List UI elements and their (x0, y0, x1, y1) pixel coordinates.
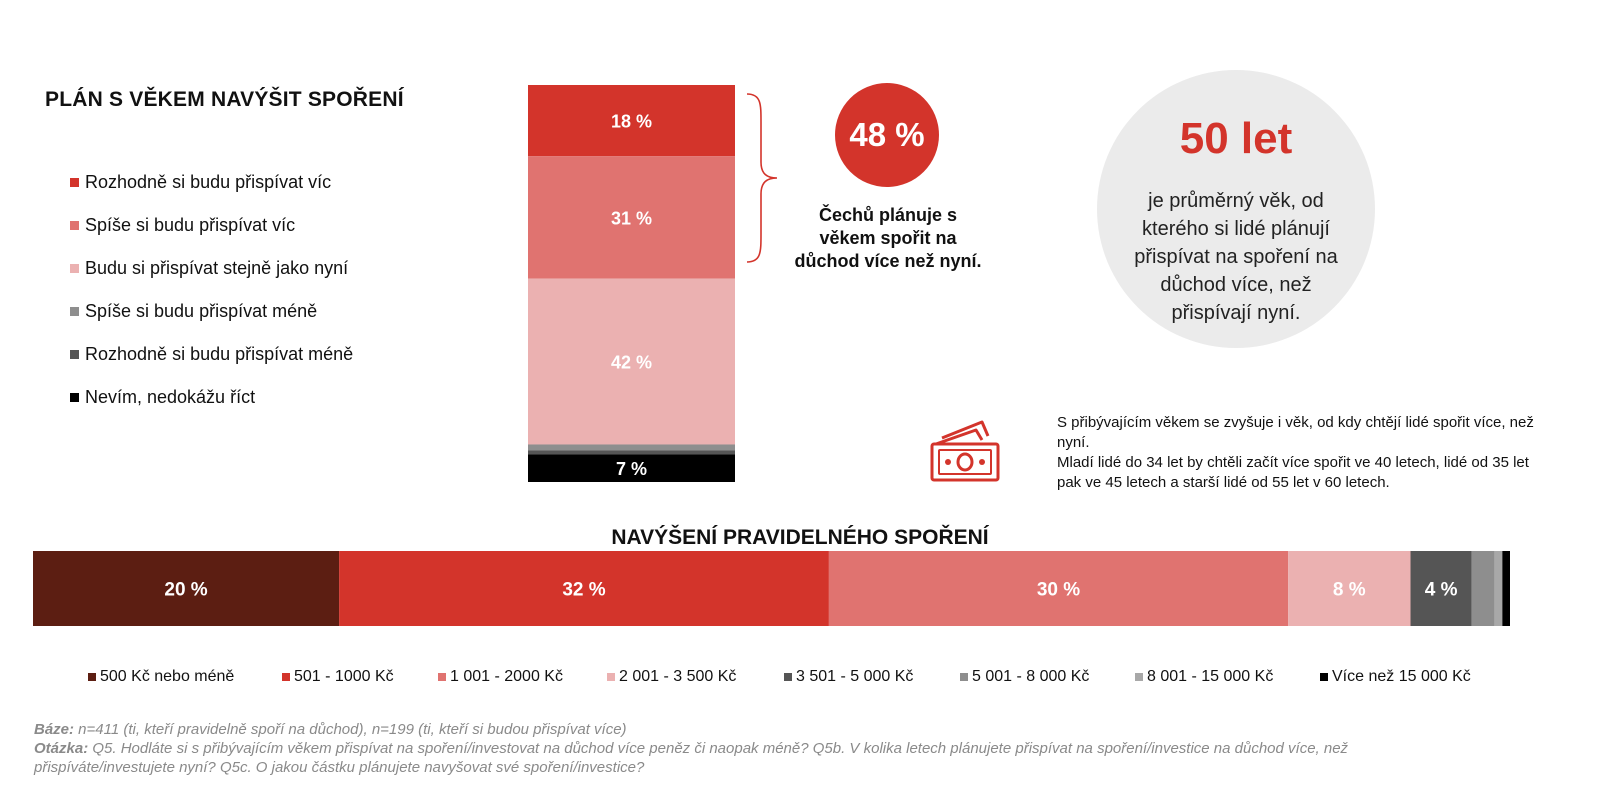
legend-swatch (438, 673, 446, 681)
hbar-legend-item: 3 501 - 5 000 Kč (784, 668, 913, 686)
legend-swatch (1320, 673, 1328, 681)
highlight-text: Čechů plánuje s věkem spořit na důchod v… (794, 205, 982, 271)
hbar-label: 20 % (164, 580, 207, 601)
hbar-segment (339, 551, 829, 626)
footer-base-label: Báze: (34, 721, 75, 738)
stack-bar-label: 18 % (611, 112, 652, 132)
legend-label: Nevím, nedokážu říct (85, 387, 256, 407)
footer-base-text: n=411 (ti, kteří pravidelně spoří na důc… (74, 721, 627, 738)
age-note-line1: S přibývajícím věkem se zvyšuje i věk, o… (1057, 414, 1534, 451)
stack-legend-item: Rozhodně si budu přispívat víc (70, 172, 331, 193)
hbar-label: 32 % (562, 580, 605, 601)
legend-label: 3 501 - 5 000 Kč (796, 668, 914, 685)
hbar-legend-item: 5 001 - 8 000 Kč (960, 668, 1089, 686)
legend-label: Budu si přispívat stejně jako nyní (85, 258, 349, 278)
stack-legend-item: Rozhodně si budu přispívat méně (70, 344, 353, 365)
hbar-segment (33, 551, 340, 626)
legend-swatch (784, 673, 792, 681)
hbar-label: 30 % (1037, 580, 1080, 601)
hbar-legend-item: 1 001 - 2000 Kč (438, 668, 563, 686)
legend-swatch (88, 673, 96, 681)
stack-bar-segment (528, 444, 735, 451)
stack-legend-item: Budu si přispívat stejně jako nyní (70, 258, 348, 279)
stack-bar-label: 7 % (616, 459, 647, 479)
age-description: je průměrný věk, od kterého si lidé plán… (1134, 190, 1338, 324)
hbar-segment (1410, 551, 1472, 626)
legend-label: Rozhodně si budu přispívat méně (85, 344, 354, 364)
legend-swatch (960, 673, 968, 681)
stack-bar-label: 42 % (611, 353, 652, 373)
hbar-label: 8 % (1333, 580, 1366, 601)
footer-question: Otázka: Q5. Hodláte si s přibývajícím vě… (34, 739, 1474, 777)
stack-legend-item: Nevím, nedokážu říct (70, 387, 255, 408)
legend-label: 501 - 1000 Kč (294, 668, 394, 685)
hbar-segment (1494, 551, 1503, 626)
stack-bar-segment (528, 454, 735, 482)
hbar-legend-item: 8 001 - 15 000 Kč (1135, 668, 1273, 686)
legend-label: Více než 15 000 Kč (1332, 668, 1471, 685)
hbar-segment (1288, 551, 1411, 626)
stack-legend-item: Spíše si budu přispívat víc (70, 215, 295, 236)
legend-swatch (70, 178, 79, 187)
highlight-bubble: 48 % (835, 83, 939, 187)
hbar-legend-item: 500 Kč nebo méně (88, 668, 234, 686)
legend-label: 1 001 - 2000 Kč (450, 668, 563, 685)
age-value: 50 let (1179, 114, 1293, 163)
legend-swatch (70, 264, 79, 273)
legend-label: 5 001 - 8 000 Kč (972, 668, 1090, 685)
footer-question-label: Otázka: (34, 740, 89, 757)
age-circle: 50 let je průměrný věk, od kterého si li… (1097, 70, 1375, 348)
legend-label: Spíše si budu přispívat víc (85, 215, 296, 235)
hbar-legend-item: Více než 15 000 Kč (1320, 668, 1471, 686)
hbar-segment (1471, 551, 1495, 626)
hbar-legend-item: 501 - 1000 Kč (282, 668, 394, 686)
hbar-chart-title: NAVÝŠENÍ PRAVIDELNÉHO SPOŘENÍ (611, 526, 989, 549)
legend-label: 2 001 - 3 500 Kč (619, 668, 737, 685)
legend-label: Spíše si budu přispívat méně (85, 301, 318, 321)
brace-icon (746, 93, 778, 263)
hbar-segment (828, 551, 1289, 626)
legend-swatch (70, 307, 79, 316)
footer-note: Báze: n=411 (ti, kteří pravidelně spoří … (34, 720, 1474, 777)
legend-label: 500 Kč nebo méně (100, 668, 235, 685)
legend-swatch (607, 673, 615, 681)
stack-bar-label: 31 % (611, 208, 652, 228)
stack-bar-segment (528, 156, 735, 279)
stack-bar-segment (528, 450, 735, 455)
age-note: S přibývajícím věkem se zvyšuje i věk, o… (1057, 413, 1557, 493)
footer-question-text: Q5. Hodláte si s přibývajícím věkem přis… (34, 740, 1349, 776)
footer-base: Báze: n=411 (ti, kteří pravidelně spoří … (34, 720, 1474, 739)
stack-bar-segment (528, 85, 735, 157)
stack-bar-segment (528, 278, 735, 445)
legend-label: Rozhodně si budu přispívat víc (85, 172, 332, 192)
legend-label: 8 001 - 15 000 Kč (1147, 668, 1274, 685)
legend-swatch (70, 393, 79, 402)
age-note-line2: Mladí lidé do 34 let by chtěli začít víc… (1057, 454, 1529, 491)
legend-swatch (282, 673, 290, 681)
hbar-segment (1502, 551, 1510, 626)
legend-swatch (70, 221, 79, 230)
hbar-label: 4 % (1425, 580, 1458, 601)
legend-swatch (1135, 673, 1143, 681)
hbar-chart-legend: 500 Kč nebo méně 501 - 1000 Kč 1 001 - 200… (0, 668, 1600, 688)
stack-chart-title: PLÁN S VĚKEM NAVÝŠIT SPOŘENÍ (45, 88, 404, 111)
money-bills-icon (930, 420, 1000, 482)
hbar-legend-item: 2 001 - 3 500 Kč (607, 668, 736, 686)
legend-swatch (70, 350, 79, 359)
stack-legend-item: Spíše si budu přispívat méně (70, 301, 317, 322)
